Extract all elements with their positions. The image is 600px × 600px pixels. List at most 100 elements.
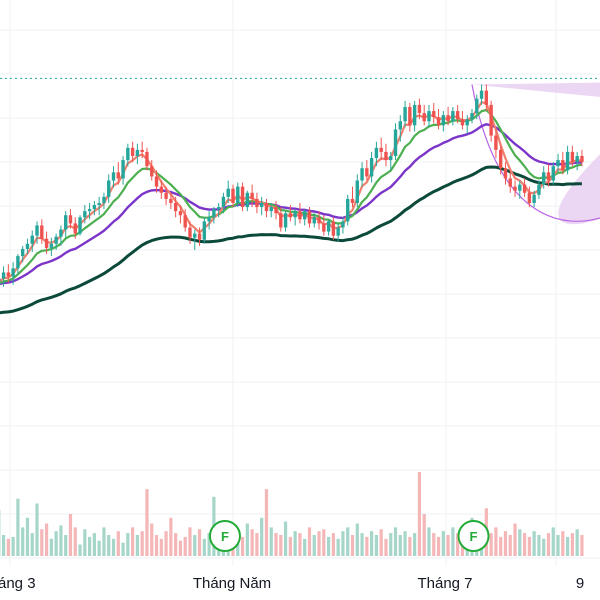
x-tick-label: Tháng 7 — [417, 575, 472, 592]
volume-bar — [312, 535, 316, 556]
candle-body — [427, 111, 431, 122]
candle-body — [40, 225, 44, 239]
volume-bar — [97, 540, 101, 556]
candle-body — [298, 211, 302, 220]
candle-body — [575, 156, 579, 163]
candle-body — [288, 213, 293, 218]
candle-body — [30, 235, 34, 244]
volume-bar — [370, 531, 374, 556]
volume-bar — [355, 523, 359, 556]
candle-body — [532, 194, 536, 203]
volume-bar — [346, 527, 350, 556]
chart-grid — [0, 0, 600, 566]
candle-body — [551, 166, 555, 181]
candle-body — [279, 213, 283, 228]
candle-body — [498, 149, 503, 169]
volume-bar — [537, 535, 541, 556]
volume-bar — [269, 527, 273, 556]
volume-bar — [389, 533, 393, 556]
volume-bar — [513, 523, 517, 556]
volume-bar — [202, 538, 206, 556]
candle-body — [317, 217, 321, 224]
candle-body — [374, 147, 379, 159]
volume-bar — [350, 535, 355, 556]
event-marker-circle — [457, 520, 490, 552]
volume-bar — [159, 538, 163, 556]
volume-bar — [11, 536, 15, 556]
volume-bar — [508, 535, 512, 556]
volume-bar — [384, 538, 388, 556]
candle-body — [412, 104, 417, 126]
volume-bar — [532, 531, 536, 556]
volume-bar — [527, 536, 531, 556]
event-marker-label: F — [470, 529, 478, 544]
candle-body — [422, 113, 426, 122]
volume-bar — [365, 536, 369, 556]
candle-body — [303, 211, 307, 220]
candle-body — [346, 198, 350, 222]
candle-body — [207, 217, 211, 222]
volume-bar — [35, 503, 39, 556]
candle-body — [489, 104, 493, 136]
volume-bar — [436, 536, 441, 556]
candle-body — [183, 215, 187, 228]
event-marker: F — [457, 520, 490, 552]
volume-bar — [131, 527, 135, 556]
x-tick-label: áng 3 — [0, 575, 36, 592]
candle-body — [398, 121, 402, 130]
volume-bar — [140, 531, 144, 556]
volume-bar — [551, 527, 555, 556]
candle-body — [389, 156, 393, 161]
volume-bar — [154, 535, 159, 556]
candle-body — [259, 202, 264, 208]
volume-bar — [441, 531, 445, 556]
candle-body — [465, 119, 469, 126]
candle-body — [479, 90, 484, 99]
candle-body — [365, 168, 369, 177]
volume-bar — [102, 527, 106, 556]
candle-body — [556, 160, 560, 167]
candle-body — [580, 156, 584, 163]
candle-body — [451, 111, 455, 122]
volume-bar — [49, 538, 53, 556]
candle-body — [83, 211, 87, 218]
candle-body — [446, 115, 450, 122]
candle-body — [59, 229, 63, 237]
candle-body — [73, 223, 77, 234]
volume-bar — [451, 527, 455, 556]
candle-body — [350, 198, 355, 203]
volume-bar — [503, 531, 508, 556]
volume-bar — [40, 529, 44, 556]
volume-bar — [393, 527, 398, 556]
candle-body — [283, 213, 288, 228]
candle-body — [87, 209, 92, 212]
candle-body — [140, 149, 144, 152]
candle-body — [135, 149, 140, 156]
candle-body — [35, 225, 39, 236]
candle-body — [441, 115, 446, 126]
candle-body — [360, 168, 364, 181]
ma-fast-line — [0, 101, 583, 283]
volume-bar — [403, 531, 407, 556]
volume-bar — [374, 535, 378, 556]
candle-body — [393, 129, 398, 156]
ma-mid-line — [0, 108, 583, 285]
candle-body — [494, 135, 498, 150]
volume-bar — [398, 535, 402, 556]
volume-bar — [197, 529, 202, 556]
volume-bar — [336, 538, 340, 556]
volume-bar — [341, 531, 345, 556]
candle-body — [417, 104, 422, 114]
candle-body — [25, 243, 30, 249]
candle-body — [126, 147, 130, 161]
volume-bar — [556, 535, 560, 556]
volume-bar — [303, 538, 307, 556]
candle-body — [355, 180, 359, 203]
candle-body — [150, 166, 154, 177]
candle-body — [102, 196, 106, 203]
volume-bar — [327, 536, 331, 556]
volume-bar — [188, 527, 192, 556]
candle-body — [78, 217, 82, 234]
volume-bar — [446, 535, 450, 556]
